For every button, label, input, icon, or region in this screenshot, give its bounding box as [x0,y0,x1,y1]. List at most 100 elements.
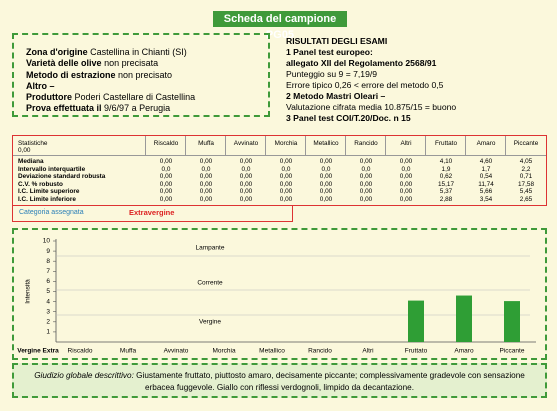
x-tick-label: Avvinato [164,348,189,355]
results-line: Punteggio su 9 = 7,19/9 [286,69,378,79]
results-line: Errore tipico 0,26 < errore del metodo 0… [286,80,444,90]
table-header-sub: 0,00 [18,147,31,154]
info-row: Zona d'origine Castellina in Chianti (SI… [26,47,268,58]
footer-label: Giudizio globale descrittivo: [34,371,134,380]
table-cell: 0,00 [359,158,373,165]
x-tick-label: Altri [362,348,373,355]
table-cell: 4,05 [519,158,533,165]
table-header: Piccante [513,140,539,147]
table-cell: 0,00 [359,188,373,196]
table-cell: 0,0 [321,165,331,173]
info-row: Metodo di estrazione non precisato [26,70,268,81]
zone-label: Corrente [197,280,223,287]
table-cell: 0,00 [359,173,373,181]
table-cell: 5,37 [439,188,453,196]
table-cell: 0,00 [399,180,413,188]
y-tick-label: 3 [46,308,50,315]
table-cell: 3,54 [479,196,493,203]
table-header: Statistiche [18,140,48,147]
table-cell: 0,54 [479,173,493,181]
y-tick-label: 2 [46,319,50,326]
origin-label: Vergine Extra [17,348,59,355]
table-cell: 0,00 [319,188,333,196]
results-line: 3 Panel test COI/T.20/Doc. n 15 [286,113,411,123]
col-separator [465,136,466,155]
results-line: 1 Panel test europeo: [286,47,373,57]
table-cell: 0,00 [319,180,333,188]
table-cell: 0,00 [199,196,213,203]
table-cell: 2,88 [439,196,453,203]
stats-table: Statistiche Riscaldo Muffa Avvinato Morchia M… [12,135,547,206]
table-cell: 0,0 [361,165,371,173]
table-cell: 0,00 [399,158,413,165]
results-title: RISULTATI DEGLI ESAMI [286,36,388,46]
x-tick-label: Piccante [500,348,525,355]
table-cell: 0,00 [359,196,373,203]
col-separator [265,136,266,155]
row-label: I.C. Limite superiore [18,188,80,196]
results-line: allegato XII del Regolamento 2568/91 [286,58,437,68]
table-cell: 0,00 [199,158,213,165]
table-cell: 0,0 [401,165,411,173]
y-tick-label: 8 [46,258,50,265]
col-separator [385,136,386,155]
table-cell: 0,00 [239,196,253,203]
table-header: Rancido [354,140,378,147]
row-label: I.C. Limite inferiore [18,196,76,203]
info-value: 9/6/97 a Perugia [104,103,171,114]
table-cell: 0,00 [159,158,173,165]
table-cell: 0,71 [519,173,533,181]
info-row: Prova effettuata il 9/6/97 a Perugia [26,103,268,114]
table-cell: 0,62 [439,173,453,181]
x-tick-label: Metallico [259,348,285,355]
bar [504,301,520,342]
table-cell: 0,00 [239,180,253,188]
table-cell: 0,00 [159,188,173,196]
table-cell: 4,60 [479,158,493,165]
x-tick-label: Fruttato [405,348,428,355]
table-cell: 0,00 [239,158,253,165]
table-header: Riscaldo [153,140,179,147]
footer-text: Giustamente fruttato, piuttosto amaro, d… [136,371,525,392]
y-tick-label: 10 [43,238,51,245]
table-cell: 0,00 [399,188,413,196]
footer: Giudizio globale descrittivo: Giustament… [12,363,547,398]
table-cell: 0,0 [241,165,251,173]
table-cell: 15,17 [438,180,454,188]
info-label: Metodo di estrazione [26,69,116,80]
col-separator [185,136,186,155]
info-box: Zona d'origine Castellina in Chianti (SI… [12,33,270,117]
table-cell: 0,00 [279,188,293,196]
table-cell: 0,00 [159,173,173,181]
info-value: non precisato [118,69,173,80]
table-cell: 2,2 [521,165,531,173]
bar [456,295,472,342]
y-tick-label: 6 [46,278,50,285]
table-cell: 0,00 [239,188,253,196]
category-box: Categoria assegnata Extravergine [12,205,293,222]
table-cell: 0,00 [279,180,293,188]
info-label: Prova effettuata il [26,103,102,114]
table-cell: 0,00 [319,196,333,203]
table-cell: 0,00 [279,196,293,203]
row-label: C.V. % robusto [18,180,63,188]
table-cell: 0,0 [281,165,291,173]
table-cell: 11,74 [478,180,494,188]
table-cell: 0,00 [279,173,293,181]
title: Scheda del campione PG05 [213,11,347,41]
info-value: Castellina in Chianti (SI) [90,47,187,57]
table-header: Muffa [198,140,214,147]
x-tick-label: Muffa [120,348,137,355]
results-line: Valutazione cifrata media 10.875/15 = bu… [286,102,457,112]
table-cell: 0,00 [199,173,213,181]
table-cell: 0,0 [201,165,211,173]
info-label: Varietà delle olive [26,58,102,69]
col-separator [305,136,306,155]
table-header: Avvinato [233,140,259,147]
table-cell: 0,0 [161,165,171,173]
row-label: Intervallo interquartile [18,165,86,173]
info-label: Produttore [26,92,72,103]
table-cell: 0,00 [239,173,253,181]
